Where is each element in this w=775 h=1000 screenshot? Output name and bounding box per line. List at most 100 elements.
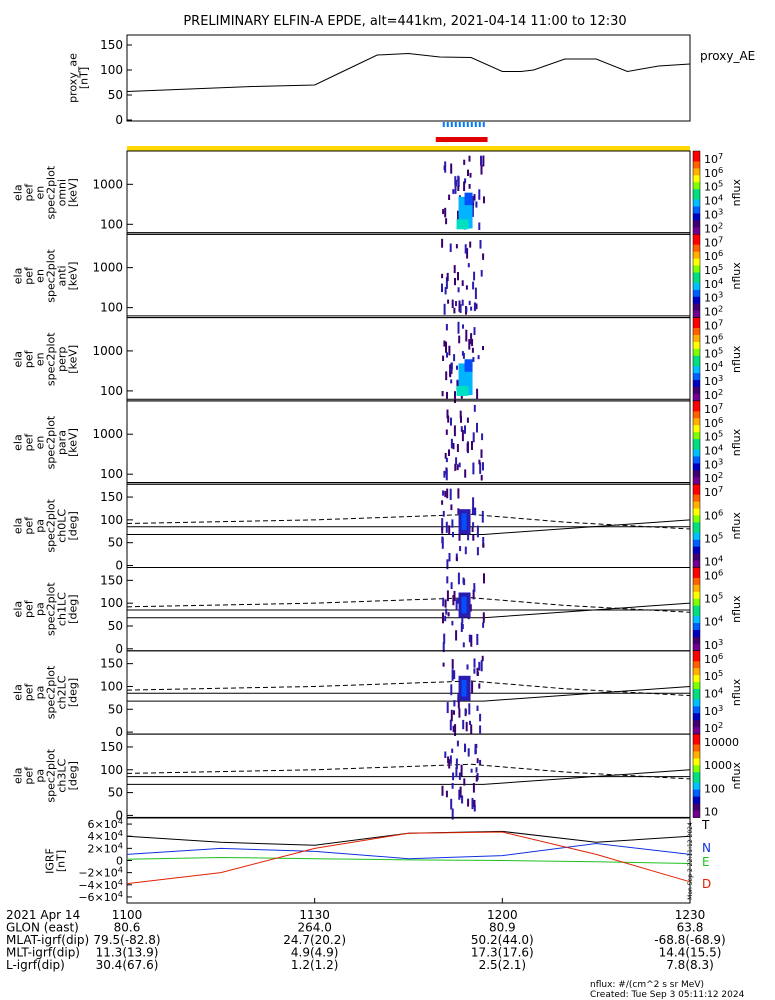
spectrogram-cell [479,240,482,249]
colorbar-cell [693,609,700,614]
colorbar-cell [693,168,700,173]
colorbar-cell [693,317,700,322]
spectrogram-cell [469,172,472,178]
spectrogram-cell [455,767,458,778]
colorbar-cell [693,650,700,655]
spectrogram-cell [478,189,481,200]
colorbar-cell [693,407,700,412]
colorbar-cell [693,602,700,607]
footer-units: nflux: #/(cm^2 s sr MeV) [590,980,704,990]
ylabel-line: ch2LC [56,675,69,709]
science-tick [474,122,477,127]
spectrogram-cell [457,210,459,223]
colorbar-cell [693,810,700,815]
panel-frame [126,233,691,319]
spectrogram-cell [450,163,453,174]
igrf-stamp: Mon Sep 2 22:11:12 2024 [687,822,694,900]
spectrogram-cell [472,462,475,475]
colorbar-cell [693,654,700,659]
colorbar-cell [693,647,700,652]
spectrogram-cell [450,504,453,511]
panel-ytick-label: 150 [100,740,123,754]
spectrogram-cell [458,300,461,312]
spectrogram-cell [467,263,470,268]
science-tick [462,122,465,127]
colorbar-cell [693,754,700,759]
colorbar-cell [693,414,700,419]
colorbar-cell [693,765,700,770]
ylabel-line: spec2plot [45,582,58,636]
colorbar-cell [693,682,700,687]
colorbar-cell [693,355,700,360]
colorbar-cell [693,321,700,326]
colorbar-cell [693,772,700,777]
panel-frame [126,150,691,235]
colorbar-cell [693,237,700,242]
ylabel-line: ela [12,351,25,368]
colorbar-label: nflux [730,595,743,623]
colorbar-cell [693,619,700,624]
colorbar-cell [693,213,700,218]
xinfo-label: GLON (east) [6,921,79,935]
spectrogram-cell [470,306,473,311]
spectrogram-cell [442,490,445,496]
ylabel-line: pa [34,769,47,783]
spectrogram-cell [459,786,462,798]
spectrogram-cell [454,724,457,736]
colorbar-cell [693,574,700,579]
igrf-legend-n: N [702,841,711,855]
colorbar-cell [693,154,700,159]
spectrogram-cell [445,457,448,463]
ylabel-line: pef [23,266,36,285]
xinfo-value: 17.3(17.6) [471,946,534,960]
colorbar-cell [693,779,700,784]
spectrogram-cell [455,599,458,611]
colorbar-cell [693,751,700,756]
spectrogram-cell [457,508,460,515]
spectrogram-cell [472,534,475,541]
spectrogram-cell [476,388,479,400]
spectrogram-cell [478,683,481,689]
spectrogram-cell [442,597,445,607]
colorbar-cell [693,515,700,520]
colorbar-cell [693,234,700,239]
colorbar-tick-label: 105 [704,530,723,545]
colorbar-tick-label: 104 [704,193,723,208]
ylabel-line: ela [12,434,25,451]
ylabel-line: [keV] [67,178,80,207]
panel-ytick-label: 100 [100,301,123,315]
ylabel-line: pef [23,433,36,452]
colorbar-cell [693,525,700,530]
ylabel-line: perp [56,347,69,372]
spectrogram-cell [479,725,482,734]
colorbar-cell [693,380,700,385]
colorbar-cell [693,421,700,426]
ylabel-line: spec2plot [45,332,58,386]
ylabel-line: pa [34,686,47,700]
spectrogram-cell [448,525,451,535]
spectrogram-cell [446,576,449,584]
spectrogram-cell [464,244,467,254]
spectrogram-cell [453,354,456,362]
spectrogram-cell [455,301,457,307]
colorbar-tick-label: 107 [704,234,723,249]
spectrogram-cell [443,303,446,315]
igrf-ytick-label: 6×104 [88,816,123,831]
xinfo-value: 14.4(15.5) [659,946,722,960]
spectrogram-cell [444,751,447,758]
spectrogram-cell [470,634,473,647]
igrf-ytick-label: −2×104 [78,865,123,880]
colorbar-cell [693,813,700,818]
colorbar-cell [693,307,700,312]
colorbar-cell [693,383,700,388]
colorbar-cell [693,661,700,666]
colorbar-cell [693,723,700,728]
spectrogram-cell [478,661,481,671]
ylabel-line: ch0LC [56,509,69,543]
colorbar-cell [693,800,700,805]
spectrogram-cell [458,789,461,800]
spectrogram-cell [448,194,451,200]
spectrogram-cell [459,304,462,313]
colorbar-cell [693,210,700,214]
